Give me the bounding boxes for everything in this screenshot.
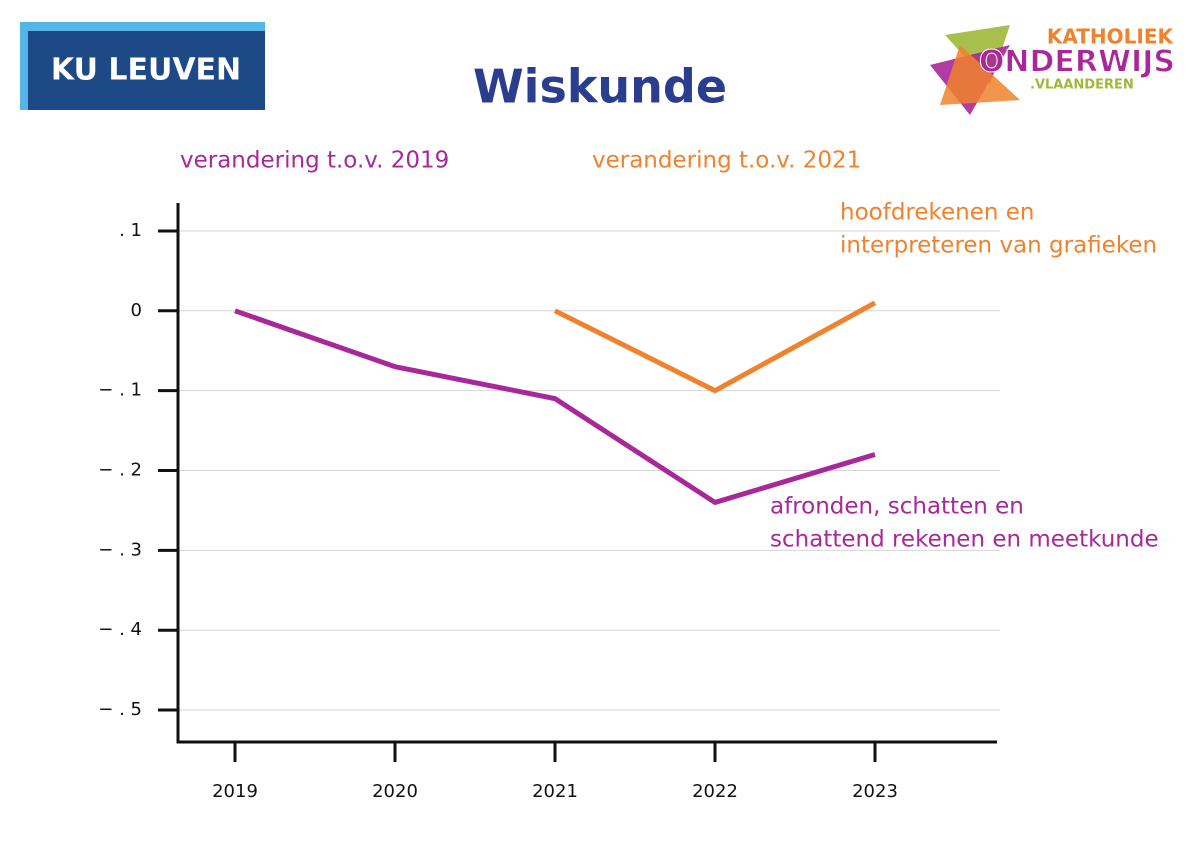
x-tick-label: 2021	[532, 781, 578, 802]
series-line	[234, 308, 876, 505]
annotation: hoofdrekenen en	[840, 200, 1035, 226]
logo-text: KATHOLIEK	[1047, 25, 1175, 49]
x-tick-label: 2023	[852, 781, 898, 802]
logo-shape	[940, 45, 1020, 105]
chart-title: Wiskunde	[473, 60, 727, 114]
legend-entry: verandering t.o.v. 2019	[180, 148, 449, 174]
y-tick-label: − . 4	[98, 619, 142, 640]
legend-entry: verandering t.o.v. 2021	[592, 148, 861, 174]
y-tick-label: − . 3	[98, 539, 142, 560]
y-tick-label: − . 5	[98, 699, 142, 720]
annotation: afronden, schatten en	[770, 494, 1024, 520]
x-tick-label: 2022	[692, 781, 738, 802]
y-tick-label: . 1	[119, 220, 142, 241]
series-line	[553, 300, 877, 394]
logo-text: KU LEUVEN	[51, 53, 241, 88]
annotation: schattend rekenen en meetkunde	[770, 527, 1159, 553]
logo-text: ONDERWIJS	[979, 45, 1175, 80]
x-tick-label: 2020	[372, 781, 418, 802]
x-tick-label: 2019	[212, 781, 258, 802]
y-tick-label: 0	[131, 300, 142, 321]
y-tick-label: − . 2	[98, 460, 142, 481]
logo-box	[28, 31, 265, 110]
annotation: interpreteren van grafieken	[840, 233, 1157, 259]
logo-text: .VLAANDEREN	[1030, 78, 1134, 93]
y-tick-label: − . 1	[98, 380, 142, 401]
